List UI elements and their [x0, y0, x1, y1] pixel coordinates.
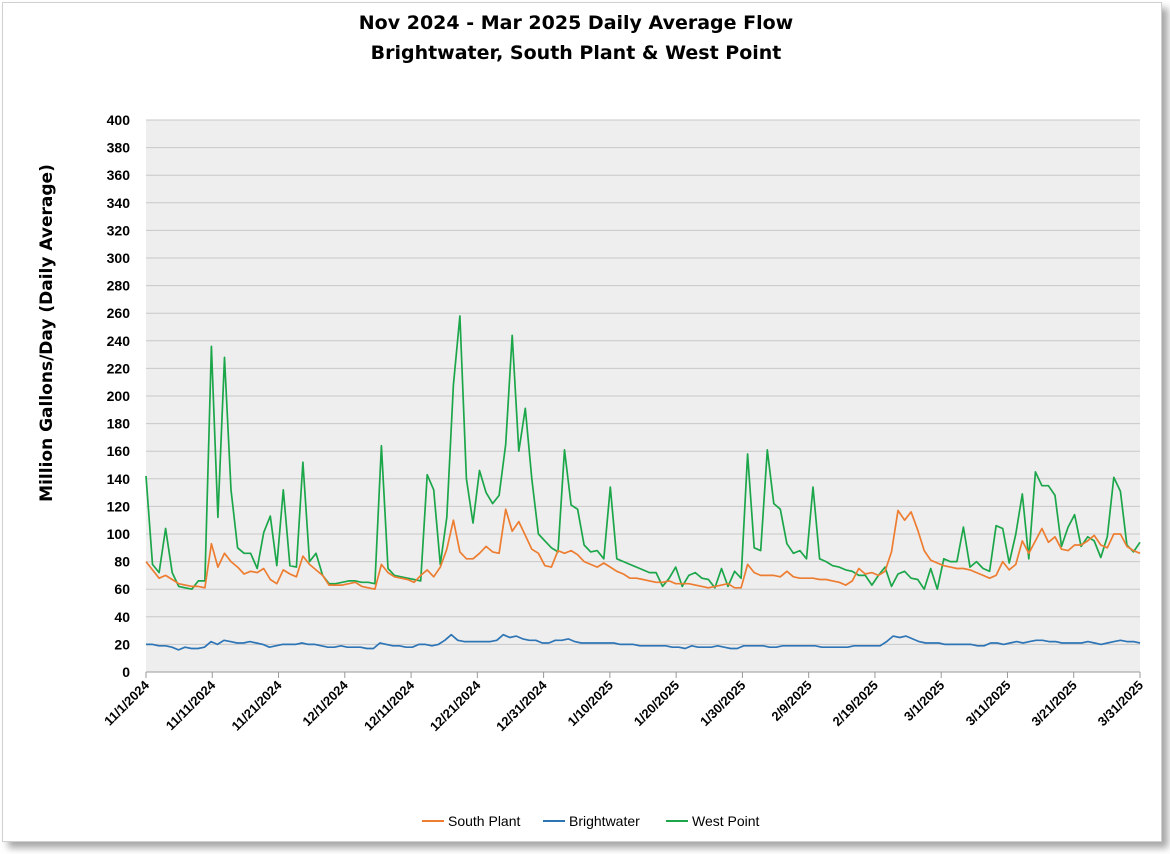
legend-label: Brightwater — [569, 813, 640, 829]
series-lines — [145, 315, 1141, 651]
x-tick-label: 3/21/2025 — [1028, 678, 1080, 730]
y-tick-label: 160 — [107, 443, 131, 459]
y-tick-label: 320 — [107, 222, 131, 238]
y-tick-label: 300 — [107, 250, 131, 266]
chart-subtitle: Brightwater, South Plant & West Point — [371, 42, 782, 64]
y-tick-label: 360 — [107, 167, 131, 183]
x-tick-label: 1/20/2025 — [631, 678, 683, 730]
x-tick-label: 12/1/2024 — [299, 677, 351, 729]
y-tick-label: 140 — [107, 471, 131, 487]
legend: South Plant Brightwater West Point — [422, 813, 760, 829]
y-tick-label: 0 — [122, 664, 130, 680]
x-tick-label: 11/11/2024 — [163, 677, 219, 733]
x-tick-label: 3/31/2025 — [1095, 678, 1147, 730]
series-line-west-point — [145, 315, 1141, 591]
y-tick-label: 60 — [114, 581, 130, 597]
x-tick-label: 11/21/2024 — [229, 677, 286, 734]
x-axis: 11/1/2024 11/11/2024 11/21/2024 12/1/2024 12… — [101, 671, 1147, 734]
y-tick-label: 100 — [107, 526, 131, 542]
y-tick-label: 40 — [114, 609, 130, 625]
gridlines — [146, 119, 1140, 673]
x-tick-label: 3/11/2025 — [963, 678, 1014, 729]
x-tick-label: 12/11/2024 — [361, 677, 418, 734]
x-tick-label: 1/10/2025 — [564, 678, 616, 730]
chart-title: Nov 2024 - Mar 2025 Daily Average Flow — [359, 12, 793, 34]
series-line-south-plant — [145, 508, 1141, 591]
x-tick-label: 12/31/2024 — [493, 677, 550, 734]
y-axis: 0 20 40 60 80 100 120 140 160 180 200 220 240 260 280 3… — [107, 112, 131, 680]
y-tick-label: 340 — [107, 195, 131, 211]
x-tick-label: 2/19/2025 — [830, 678, 882, 730]
x-tick-label: 2/9/2025 — [768, 678, 814, 724]
y-axis-label: Million Gallons/Day (Daily Average) — [37, 164, 57, 502]
y-tick-label: 20 — [114, 636, 130, 652]
x-tick-label: 12/21/2024 — [427, 677, 484, 734]
x-tick-label: 11/1/2024 — [101, 677, 153, 729]
y-tick-label: 180 — [107, 416, 131, 432]
y-tick-label: 240 — [107, 333, 131, 349]
y-tick-label: 260 — [107, 305, 131, 321]
legend-label: West Point — [692, 813, 760, 829]
y-tick-label: 280 — [107, 278, 131, 294]
y-tick-label: 400 — [107, 112, 131, 128]
series-line-brightwater — [146, 633, 1141, 651]
legend-label: South Plant — [448, 813, 520, 829]
x-tick-label: 1/30/2025 — [697, 678, 749, 730]
y-tick-label: 380 — [107, 140, 131, 156]
x-tick-label: 3/1/2025 — [901, 678, 947, 724]
y-tick-label: 120 — [107, 498, 131, 514]
y-tick-label: 200 — [107, 388, 131, 404]
y-tick-label: 220 — [107, 360, 131, 376]
y-tick-label: 80 — [114, 554, 130, 570]
